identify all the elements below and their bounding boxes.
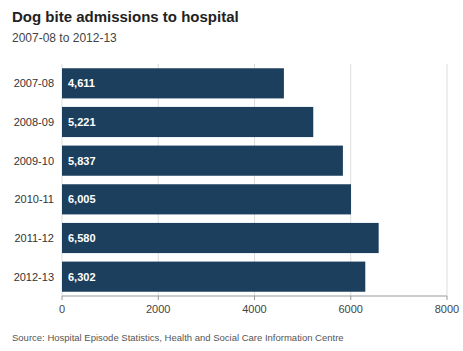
bars	[62, 68, 379, 291]
grid	[62, 64, 447, 296]
x-tick-label: 4000	[242, 303, 266, 315]
bar	[62, 68, 284, 98]
bar	[62, 146, 343, 176]
y-tick-label: 2008-09	[14, 116, 54, 128]
x-tick	[350, 296, 351, 300]
x-axis: 0 2000 4000 6000 8000	[59, 296, 459, 315]
bar	[62, 107, 313, 137]
y-tick-label: 2012-13	[14, 271, 54, 283]
x-tick-label: 2000	[146, 303, 170, 315]
data-label: 6,005	[68, 193, 96, 205]
bar	[62, 184, 351, 214]
y-tick-label: 2007-08	[14, 77, 54, 89]
grid-line	[62, 64, 63, 296]
bar	[62, 262, 365, 292]
x-tick-label: 8000	[435, 303, 459, 315]
chart-container: Dog bite admissions to hospital 2007-08 t…	[0, 0, 463, 351]
grid-line	[447, 64, 448, 296]
data-label: 5,837	[68, 155, 96, 167]
data-label: 6,302	[68, 271, 96, 283]
y-tick-label: 2009-10	[14, 155, 54, 167]
y-tick-label: 2011-12	[14, 232, 54, 244]
x-tick-label: 6000	[339, 303, 363, 315]
bar	[62, 223, 379, 253]
title: Dog bite admissions to hospital	[12, 8, 239, 25]
data-label: 4,611	[68, 77, 95, 89]
grid-line	[254, 64, 255, 296]
x-tick	[447, 296, 448, 300]
grid-line	[158, 64, 159, 296]
x-tick-label: 0	[59, 303, 65, 315]
labels: 2007-08 4,611 2008-09 5,221 2009-10 5,837 2010…	[14, 77, 96, 282]
x-tick	[158, 296, 159, 300]
annotation: Source: Hospital Episode Statistics, Hea…	[12, 332, 344, 343]
grid-line	[350, 64, 351, 296]
x-tick	[254, 296, 255, 300]
x-tick	[62, 296, 63, 300]
background	[0, 0, 463, 351]
chart-svg: Dog bite admissions to hospital 2007-08 t…	[0, 0, 463, 351]
y-tick-label: 2010-11	[14, 193, 54, 205]
x-axis-line	[62, 296, 447, 297]
subtitle: 2007-08 to 2012-13	[12, 31, 117, 45]
data-label: 5,221	[68, 116, 96, 128]
data-label: 6,580	[68, 232, 96, 244]
